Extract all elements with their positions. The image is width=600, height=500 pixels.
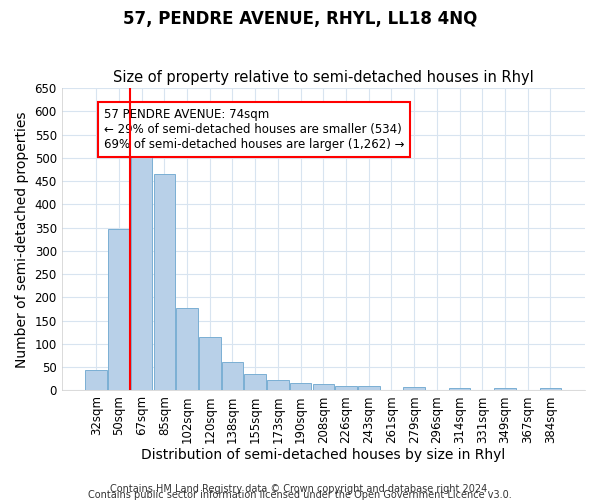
Text: 57 PENDRE AVENUE: 74sqm
← 29% of semi-detached houses are smaller (534)
69% of s: 57 PENDRE AVENUE: 74sqm ← 29% of semi-de… [104, 108, 404, 150]
Bar [85, 370, 107, 390]
Bar [199, 337, 221, 390]
Bar [108, 228, 130, 390]
Text: 57, PENDRE AVENUE, RHYL, LL18 4NQ: 57, PENDRE AVENUE, RHYL, LL18 4NQ [123, 10, 477, 28]
Text: Contains public sector information licensed under the Open Government Licence v3: Contains public sector information licen… [88, 490, 512, 500]
Title: Size of property relative to semi-detached houses in Rhyl: Size of property relative to semi-detach… [113, 70, 534, 86]
Bar [403, 386, 425, 390]
Bar [539, 388, 561, 390]
Bar [154, 174, 175, 390]
Bar [313, 384, 334, 390]
Bar [290, 384, 311, 390]
Bar [358, 386, 380, 390]
Bar [131, 142, 152, 390]
Bar [176, 308, 198, 390]
Text: Contains HM Land Registry data © Crown copyright and database right 2024.: Contains HM Land Registry data © Crown c… [110, 484, 490, 494]
Bar [449, 388, 470, 390]
Bar [244, 374, 266, 390]
X-axis label: Distribution of semi-detached houses by size in Rhyl: Distribution of semi-detached houses by … [141, 448, 505, 462]
Bar [494, 388, 516, 390]
Y-axis label: Number of semi-detached properties: Number of semi-detached properties [15, 111, 29, 368]
Bar [335, 386, 357, 390]
Bar [267, 380, 289, 390]
Bar [222, 362, 243, 390]
